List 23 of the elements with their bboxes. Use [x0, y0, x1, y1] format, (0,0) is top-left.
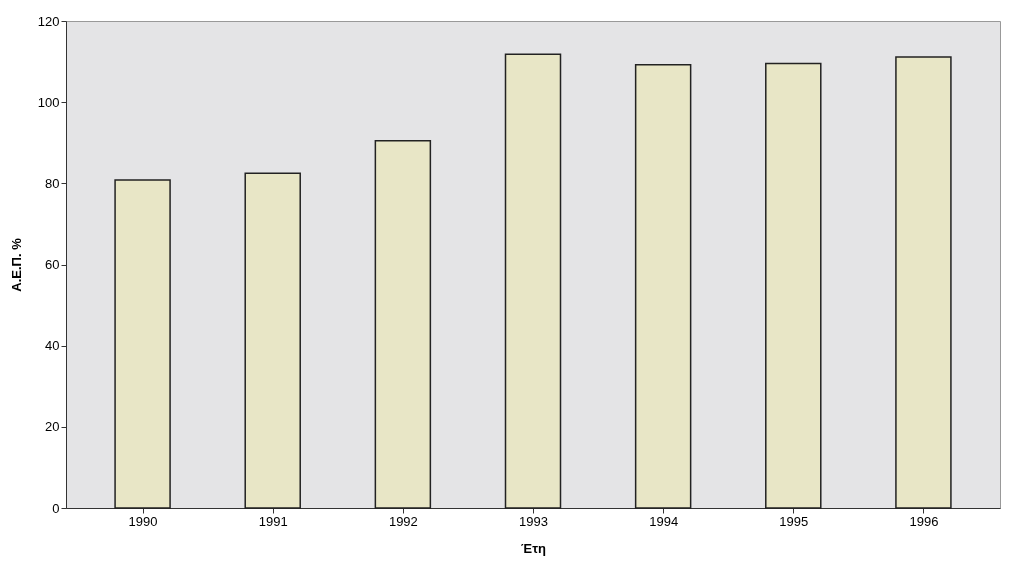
x-tick-label: 1992: [388, 513, 418, 529]
bar: [244, 172, 301, 509]
bar: [374, 139, 432, 509]
y-tick-label: 100: [37, 94, 60, 110]
x-tick-label: 1994: [649, 513, 679, 529]
x-tick-label: 1996: [909, 513, 939, 529]
x-tick-label: 1993: [519, 513, 548, 529]
x-tick-label: 1990: [128, 513, 158, 529]
bar: [504, 53, 562, 509]
bar: [765, 62, 822, 509]
y-tick-label: 60: [45, 257, 60, 272]
y-tick-label: 0: [52, 500, 60, 516]
y-tick-label: 40: [45, 338, 60, 354]
y-tick-label: 20: [45, 419, 60, 435]
bar: [895, 56, 952, 509]
x-tick-label: 1995: [779, 513, 809, 529]
x-tick-label: 1991: [258, 513, 288, 529]
bar: [114, 179, 171, 509]
y-tick-label: 80: [45, 175, 60, 191]
y-tick-label: 120: [37, 13, 60, 29]
y-axis-title: Α.Ε.Π. %: [8, 237, 24, 292]
bar: [634, 64, 692, 509]
x-axis-title: Έτη: [521, 540, 546, 556]
